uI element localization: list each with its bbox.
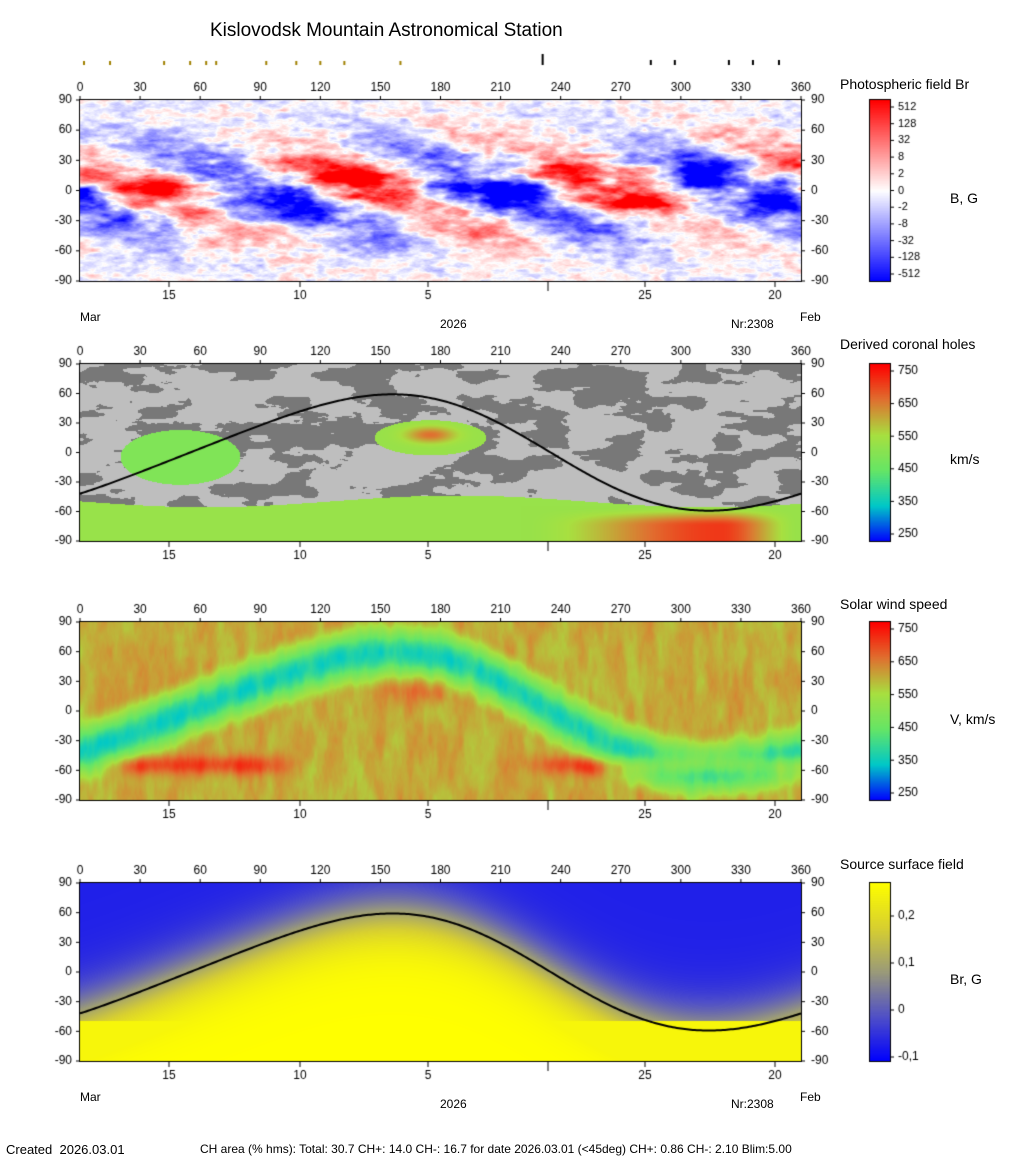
year-label: 2026 [440, 317, 467, 331]
panel1-colorbar-unit: B, G [950, 190, 979, 206]
footer-ch-area: CH area (% hms): Total: 30.7 CH+: 14.0 C… [200, 1142, 792, 1156]
page-title: Kislovodsk Mountain Astronomical Station [210, 20, 563, 41]
panel4-colorbar-title: Source surface field [840, 856, 964, 872]
footer-created-label: Created [6, 1142, 53, 1157]
panel4-colorbar-unit: Br, G [950, 971, 982, 987]
month-left-label: Mar [80, 310, 101, 324]
panel2-colorbar-unit: km/s [950, 451, 980, 467]
month-left-label-bottom: Mar [80, 1090, 101, 1104]
footer-created-date: 2026.03.01 [59, 1142, 125, 1157]
panel3-colorbar-unit: V, km/s [950, 711, 996, 727]
rotation-label-bottom: Nr:2308 [731, 1097, 774, 1111]
panel1-colorbar-title: Photospheric field Br [840, 76, 970, 92]
panel2-colorbar-title: Derived coronal holes [840, 336, 976, 352]
month-right-label-bottom: Feb [800, 1090, 821, 1104]
month-right-label: Feb [800, 310, 821, 324]
panel3-colorbar-title: Solar wind speed [840, 596, 948, 612]
year-label-bottom: 2026 [440, 1097, 467, 1111]
rotation-label: Nr:2308 [731, 317, 774, 331]
footer-created: Created 2026.03.01 [6, 1142, 125, 1157]
